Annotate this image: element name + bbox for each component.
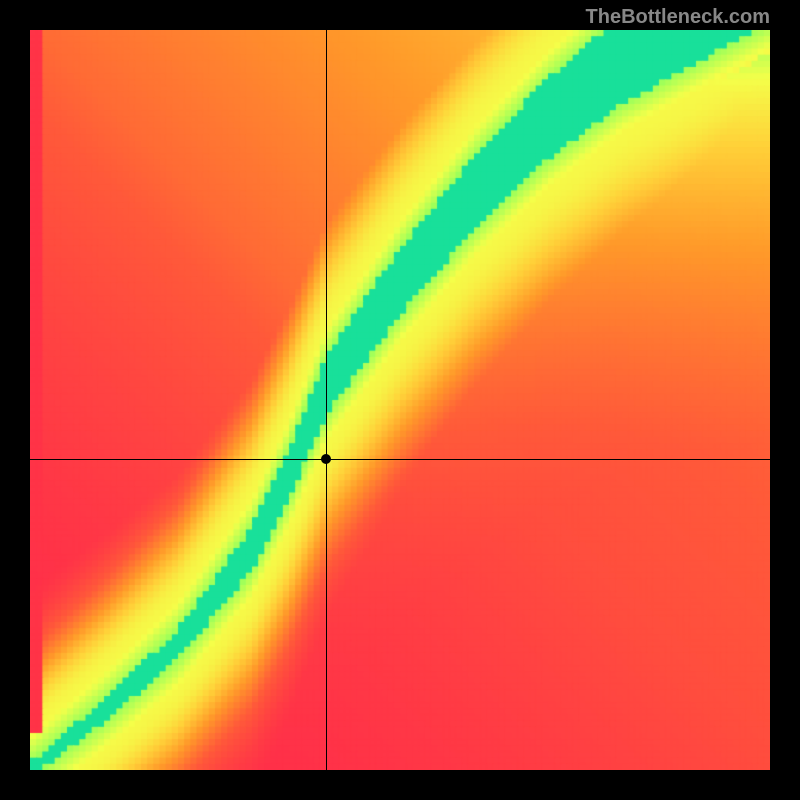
crosshair-horizontal	[30, 459, 770, 460]
watermark-text: TheBottleneck.com	[586, 6, 770, 29]
chart-container: TheBottleneck.com	[0, 0, 800, 800]
plot-area	[30, 30, 770, 770]
crosshair-marker	[321, 454, 331, 464]
crosshair-vertical	[326, 30, 327, 770]
heatmap-canvas	[30, 30, 770, 770]
